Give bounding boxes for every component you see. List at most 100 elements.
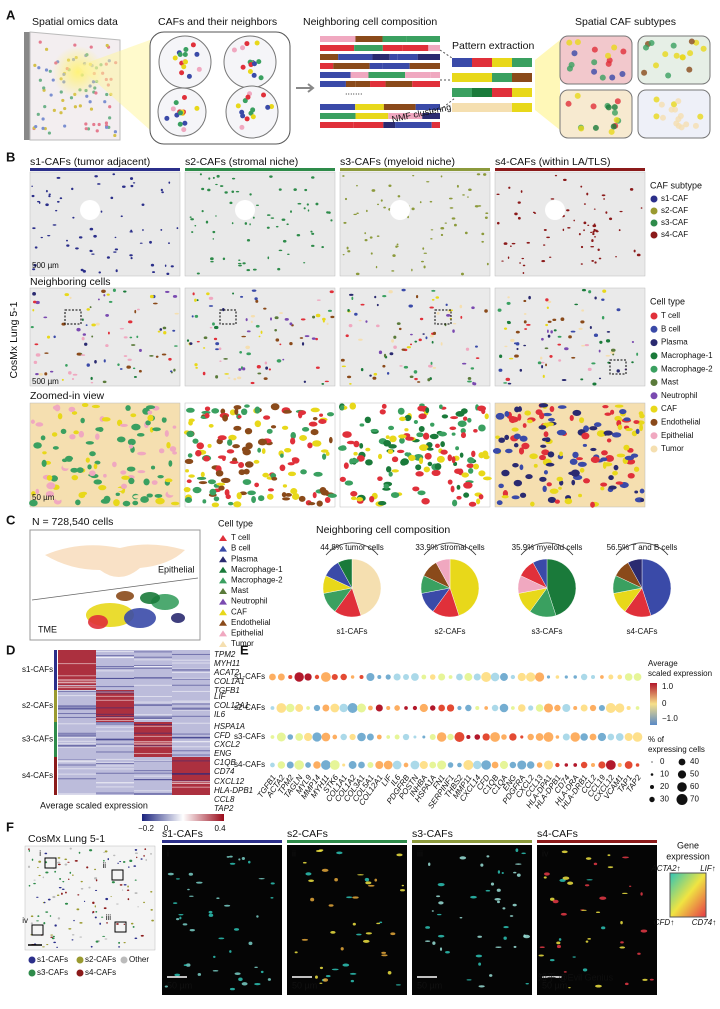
signal [478, 985, 485, 988]
cell [600, 482, 608, 487]
cell [507, 256, 510, 260]
cell [440, 342, 443, 346]
cell [321, 246, 324, 249]
cell [431, 298, 435, 301]
cell [590, 231, 593, 234]
signal [428, 862, 431, 867]
cell [593, 228, 596, 232]
cell [356, 455, 365, 462]
composition-segment [422, 113, 440, 119]
cell [105, 92, 109, 97]
heat-stripe [172, 722, 210, 724]
cell [239, 350, 243, 354]
cell [44, 352, 49, 354]
heat-stripe [134, 775, 172, 777]
cell [57, 861, 61, 864]
signal [445, 951, 450, 954]
pie-arc [520, 542, 574, 556]
cell [118, 941, 121, 944]
signal [586, 879, 593, 881]
cell [429, 433, 439, 440]
signal [183, 964, 188, 967]
cell [342, 175, 345, 177]
dot [546, 675, 551, 679]
cell [403, 365, 409, 369]
dot [589, 704, 597, 712]
cell [448, 197, 453, 200]
cell [468, 188, 472, 191]
cell [461, 472, 469, 478]
dot [474, 734, 481, 740]
cell [571, 50, 578, 57]
cell [505, 448, 513, 454]
gene-label: C1QB [214, 758, 236, 767]
legend-label: Macrophage-1 [231, 565, 283, 574]
cell [117, 427, 123, 434]
cell [478, 494, 484, 500]
legend-swatch [650, 445, 658, 453]
cell [47, 898, 51, 901]
cell [267, 488, 274, 492]
cell [459, 304, 463, 309]
signal [325, 975, 331, 978]
cell [229, 460, 239, 464]
dot [422, 735, 426, 739]
cell [36, 920, 39, 922]
cell [594, 261, 597, 264]
heat-stripe [96, 722, 134, 724]
dot [276, 732, 286, 742]
cell [456, 184, 459, 188]
cell [425, 336, 428, 340]
zoom-box [64, 309, 82, 325]
signal [595, 984, 602, 988]
cell [181, 95, 187, 101]
cell [186, 339, 190, 342]
cell [90, 376, 93, 380]
cell [436, 312, 440, 315]
cell [63, 106, 67, 111]
cell [129, 859, 133, 863]
cell [512, 462, 519, 468]
cell [547, 320, 552, 323]
pie-slice [449, 558, 480, 616]
cell [120, 470, 127, 475]
dot [376, 734, 382, 740]
cell [245, 94, 251, 100]
legend-swatch [219, 641, 227, 647]
cell [78, 851, 81, 854]
cell [52, 895, 56, 899]
column-title: s1-CAFs (tumor adjacent) [30, 156, 150, 168]
heat-stripe [96, 695, 134, 697]
heat-stripe [172, 671, 210, 673]
cell [513, 479, 523, 487]
cell [452, 329, 455, 333]
cell [75, 247, 79, 250]
gene-label: IL6 [214, 710, 226, 719]
cell [177, 51, 183, 57]
heat-stripe [96, 762, 134, 764]
heat-stripe [172, 773, 210, 775]
cell [119, 860, 122, 863]
cell [388, 471, 393, 477]
heat-stripe [58, 679, 96, 681]
pattern-segment [472, 73, 492, 82]
cell [274, 316, 279, 320]
dot [404, 706, 408, 710]
cell [519, 492, 527, 498]
cell [279, 312, 283, 315]
cell [196, 442, 205, 450]
cell [574, 39, 581, 46]
cell [239, 124, 245, 130]
heat-stripe [58, 743, 96, 745]
signal [436, 895, 441, 898]
cell [339, 476, 346, 482]
cell [577, 461, 587, 467]
tissue-slab [24, 32, 30, 140]
signal [379, 921, 383, 924]
heat-stripe [58, 685, 96, 687]
cell [158, 448, 165, 454]
cell [347, 308, 350, 312]
cell [80, 880, 83, 883]
cell [377, 453, 383, 460]
heat-stripe [96, 690, 134, 692]
